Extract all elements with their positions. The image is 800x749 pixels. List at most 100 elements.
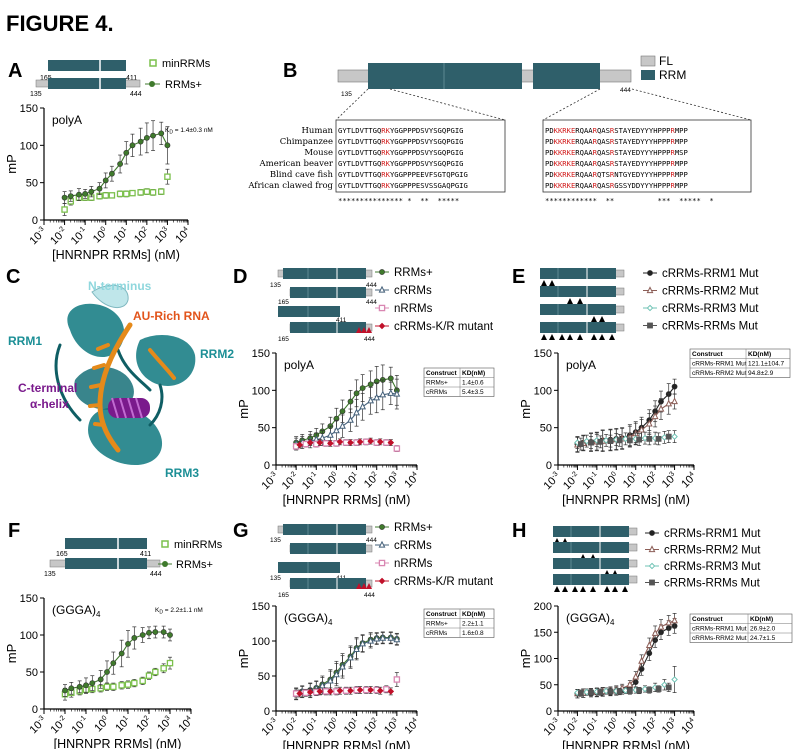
rrm2-domain [136,335,196,386]
series-a-1 [61,120,171,204]
x-tick-label-d: 10-2 [280,471,302,493]
x-tick-label-a: 10-2 [48,226,70,248]
data-point-d [327,440,334,447]
data-point-g [373,634,381,642]
table-D-cell: KD(nM) [462,370,485,377]
plot-title-f: (GGGA)4 [52,603,101,619]
sequence-row: PDKKRKERQAARQASRGSSYDDYYYHPPPRMPP [545,181,688,190]
data-point-e [657,404,665,412]
data-point-a [137,138,144,145]
species-label: Blind cave fish [270,170,334,180]
data-point-a [143,134,150,141]
species-label: Human [302,126,334,136]
legend-marker-legend-H-0 [649,530,655,536]
data-point-e [655,435,662,442]
rrm1-domain [67,303,125,358]
y-tick-label-e: 50 [540,423,552,435]
x-tick-label-g: 10-2 [280,717,302,739]
construct-f-start-bot: 135 [44,571,56,578]
y-tick-label-h: 50 [540,680,552,692]
legend-marker-legend-D-2 [378,304,386,312]
data-point-f [68,685,75,692]
mutation-triangle-icon [541,334,547,340]
data-point-e [671,383,678,390]
mutation-triangle-icon [572,586,578,592]
legend-marker-legend-E-0 [647,270,653,276]
mutation-triangle-icon [590,586,596,592]
panel-letter-a: A [8,60,22,82]
legend-marker-legend-E-3 [647,322,653,329]
table-H-cell: cRRMs-RRM2 Mut [692,635,747,642]
construct-a-end-bot: 444 [130,91,142,98]
legend-label-legend-H-2: cRRMs-RRM3 Mut [664,561,761,573]
construct-rrms-a: 135 444 [30,78,142,98]
construct-minrrms-f: 165 411 [56,538,151,558]
data-point-d [367,396,375,404]
x-tick-label-d: 104 [402,471,422,491]
data-point-e [588,439,594,446]
table-E-cell: Construct [692,351,724,358]
data-point-h [607,688,614,695]
series-h-3 [577,682,672,697]
plot-title-g: (GGGA)4 [284,611,333,627]
data-point-g [302,689,310,697]
data-point-a [137,189,144,196]
table-H-cell: 24.7±1.5 [750,635,776,642]
data-point-f [110,660,117,667]
x-tick-label-a: 103 [153,226,173,246]
data-point-f [152,629,159,635]
sequence-row: PDKKRKERQAARQTSRNTGYEDYYYHPPPRMPP [545,170,688,179]
x-tick-label-h: 10-3 [542,717,564,739]
construct-d-411: 411 [336,317,347,324]
sequence-row: GYTLDVTTGQRKYGGPPPDSVYSGQPGIG [338,159,464,168]
y-tick-label-d: 150 [252,348,270,360]
data-point-f [104,669,110,675]
data-point-d [353,408,360,416]
table-G-cell: KD(nM) [462,611,485,618]
alignment-right: PDKKRKERQAARQASRSTAYEDYYYHPPPRMPP PDKKRKE… [545,126,688,190]
domain-b-end: 444 [620,87,631,94]
fit-curve-e-0 [577,386,676,445]
x-tick-label-h: 100 [601,717,621,737]
x-tick-label-d: 10-3 [260,471,282,493]
construct-rrms-f: 135 444 [44,558,162,578]
data-point-h [665,684,672,691]
data-point-f [131,679,138,687]
construct-d-165b: 165 [278,336,289,343]
fit-curve-h-1 [577,620,675,695]
y-tick-label-g: 50 [258,671,270,683]
data-point-d [302,440,310,448]
constructs-h [553,526,638,592]
data-point-h [588,689,594,696]
construct-d-444b: 444 [366,299,377,306]
y-tick-label-f: 0 [32,704,38,716]
mutation-triangle-icon [604,586,610,592]
x-tick-label-e: 10-3 [542,471,564,493]
y-axis-label-e: mP [518,399,533,419]
legend-marker-legend-E-2 [646,304,654,312]
construct-a-end-top: 411 [126,75,137,82]
data-point-d [376,438,384,446]
legend-marker-legend-H-2 [648,562,656,570]
x-tick-label-e: 100 [601,471,621,491]
data-point-h [597,689,604,695]
data-point-h [671,616,678,624]
y-tick-label-g: 150 [252,601,270,613]
series-d-3 [296,437,395,449]
data-point-e [646,435,653,442]
legend-marker-legend-G-2 [378,559,386,567]
panel-letter-h: H [512,520,526,542]
data-point-a [76,191,82,198]
data-point-g [326,676,334,684]
legend-label-legend-G-2: nRRMs [394,558,433,570]
legend-b: FL RRM [640,54,686,82]
data-point-a [96,185,103,192]
mutation-triangle-icon [554,586,560,592]
sequence-row: PDKKRKERQAARQASRSTAYEDYYYHPPPRMPP [545,159,688,168]
table-E-cell: cRRMs-RRM2 Mut [692,370,747,377]
data-point-h [638,656,645,664]
n-terminus-loop [91,284,129,308]
data-point-g [356,686,364,694]
